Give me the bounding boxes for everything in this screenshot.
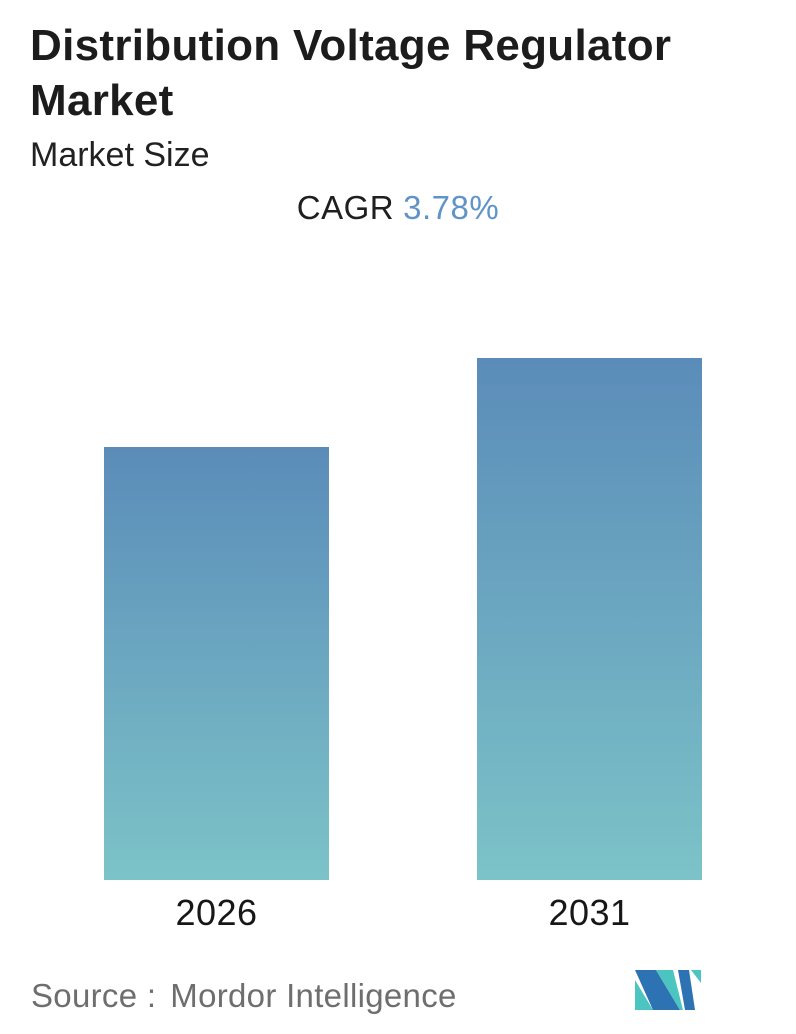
source-label: Source : xyxy=(31,977,157,1014)
source-value: Mordor Intelligence xyxy=(170,977,457,1014)
cagr-label: CAGR xyxy=(296,189,395,226)
page-title-line2: Market xyxy=(30,76,174,125)
page-title-line1: Distribution Voltage Regulator xyxy=(30,21,672,70)
source-line: Source : Mordor Intelligence xyxy=(31,977,457,1015)
bar-2031 xyxy=(477,358,702,880)
bar-2026 xyxy=(104,447,329,880)
chart-subtitle: Market Size xyxy=(30,136,210,174)
cagr-value: 3.78% xyxy=(403,189,500,226)
cagr-line: CAGR 3.78% xyxy=(0,189,796,227)
page-title: Distribution Voltage Regulator Market xyxy=(30,18,671,128)
x-axis-label-2031: 2031 xyxy=(548,892,631,933)
mordor-intelligence-logo xyxy=(635,970,701,1010)
x-axis-label-2026: 2026 xyxy=(175,892,258,933)
